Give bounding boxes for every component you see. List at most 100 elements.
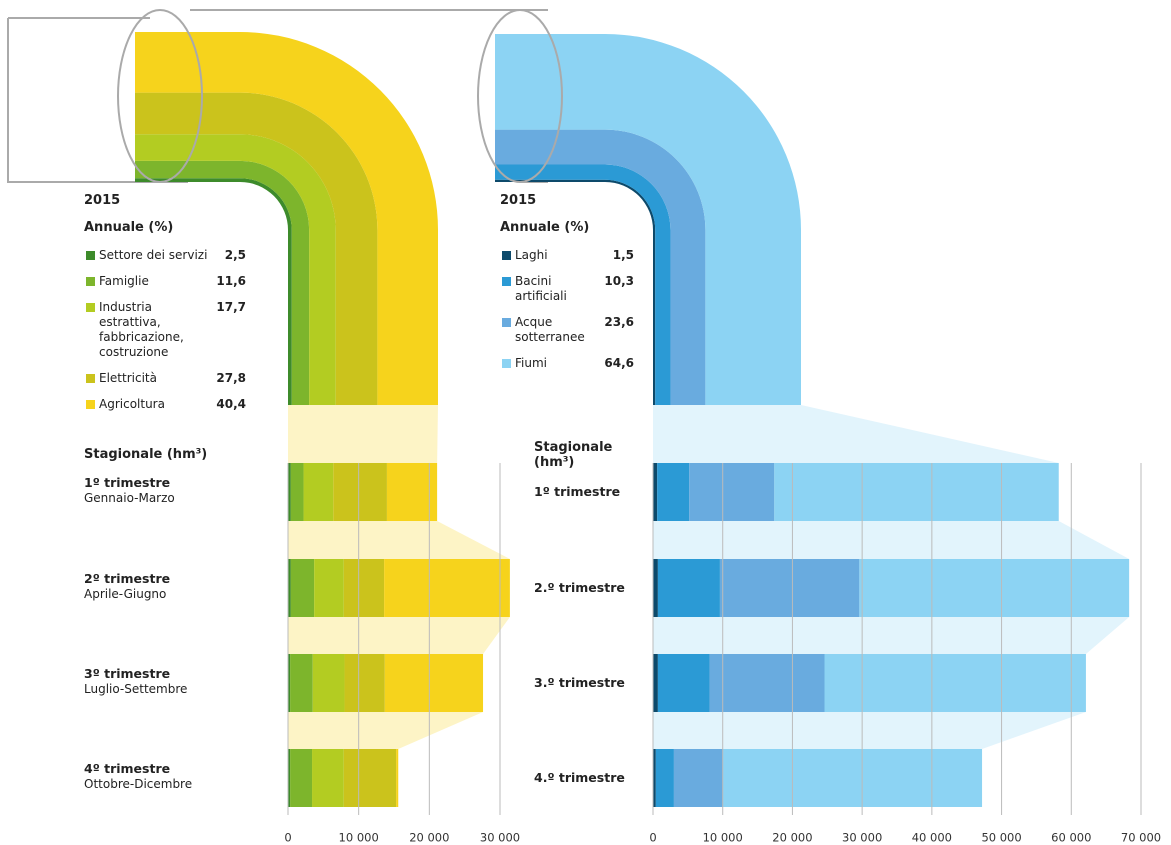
- category-label: 2º trimestre: [84, 571, 171, 586]
- bar-segment: [314, 559, 344, 617]
- category-label: 2.º trimestre: [534, 580, 625, 595]
- x-tick-label: 30 000: [842, 831, 882, 845]
- bar-segment: [384, 559, 510, 617]
- pipe-stripe: [135, 32, 438, 405]
- bar-segment: [657, 654, 710, 712]
- bar-segment: [709, 654, 825, 712]
- legend-value: 11,6: [216, 274, 246, 288]
- category-sublabel: Aprile-Giugno: [84, 587, 167, 601]
- legend-value: 17,7: [216, 300, 246, 314]
- category-label: 4º trimestre: [84, 761, 171, 776]
- x-tick-label: 0: [284, 831, 291, 845]
- bar-segment: [288, 654, 291, 712]
- legend-label: Famiglie: [99, 274, 149, 288]
- legend-value: 64,6: [604, 356, 634, 370]
- legend-label: Laghi: [515, 248, 548, 262]
- pipe-opening: [117, 9, 203, 183]
- pipe-stripe: [495, 129, 706, 405]
- legend-value: 40,4: [216, 397, 246, 411]
- bar-segment: [288, 463, 291, 521]
- bar-segment: [719, 559, 860, 617]
- category-sublabel: Ottobre-Dicembre: [84, 777, 193, 791]
- legend: Settore dei servizi 2,5 Famiglie 11,6 Indust…: [86, 248, 246, 423]
- legend-label: Elettricità: [99, 371, 157, 385]
- category-label: 4.º trimestre: [534, 770, 625, 785]
- legend-item: Agricoltura 40,4: [86, 397, 246, 412]
- bar-segment: [312, 749, 344, 807]
- legend-value: 1,5: [612, 248, 634, 262]
- legend-label: Agricoltura: [99, 397, 165, 411]
- bar-segment: [653, 463, 658, 521]
- legend-item: Industria estrattiva, fabbricazione, cos…: [86, 300, 246, 360]
- bar-segment: [344, 654, 385, 712]
- legend-value: 27,8: [216, 371, 246, 385]
- category-label: 3.º trimestre: [534, 675, 625, 690]
- connector: [288, 712, 484, 749]
- pipe-stripe: [495, 34, 801, 405]
- bar-segment: [290, 463, 304, 521]
- bar-segment: [288, 749, 291, 807]
- bar-segment: [774, 463, 1059, 521]
- legend-value: 2,5: [224, 248, 246, 262]
- seasonal-title: Stagionale (hm³): [534, 440, 613, 470]
- category-sublabel: Luglio-Settembre: [84, 682, 188, 696]
- bar-segment: [653, 749, 656, 807]
- legend-item: Laghi 1,5: [502, 248, 634, 263]
- legend-label: Acque sotterranee: [515, 315, 585, 344]
- bar-segment: [333, 463, 387, 521]
- x-tick-label: 10 000: [339, 831, 379, 845]
- connector: [288, 405, 438, 463]
- legend-swatch: [86, 251, 95, 260]
- legend-value: 10,3: [604, 274, 634, 288]
- legend-swatch: [86, 303, 95, 312]
- bar-segment: [290, 749, 313, 807]
- connector: [653, 521, 1130, 559]
- x-tick-label: 0: [649, 831, 656, 845]
- bar-segment: [396, 749, 399, 807]
- pipe-stripe: [135, 160, 310, 405]
- tube-outline: [7, 9, 548, 183]
- x-tick-label: 30 000: [480, 831, 520, 845]
- bar-segment: [722, 749, 983, 807]
- category-label: 1º trimestre: [534, 484, 621, 499]
- legend-swatch: [86, 374, 95, 383]
- legend-swatch: [502, 251, 511, 260]
- x-tick-label: 50 000: [981, 831, 1021, 845]
- bar-segment: [657, 463, 690, 521]
- legend-item: Settore dei servizi 2,5: [86, 248, 246, 263]
- x-tick-label: 10 000: [703, 831, 743, 845]
- bar-segment: [655, 749, 674, 807]
- legend-value: 23,6: [604, 315, 634, 329]
- bar-segment: [653, 654, 658, 712]
- pipe-stripe: [135, 92, 378, 405]
- connector: [653, 712, 1086, 749]
- year: 2015: [84, 193, 121, 208]
- x-tick-label: 20 000: [409, 831, 449, 845]
- bar-segment: [689, 463, 775, 521]
- x-tick-label: 60 000: [1051, 831, 1091, 845]
- connector: [653, 617, 1130, 654]
- legend-swatch: [86, 400, 95, 409]
- bar-segment: [653, 559, 658, 617]
- bar-segment: [824, 654, 1086, 712]
- connector: [288, 617, 510, 654]
- x-tick-label: 20 000: [772, 831, 812, 845]
- legend: Laghi 1,5 Bacini artificiali 10,3 Acque sott…: [502, 248, 634, 382]
- annual-title: Annuale (%): [84, 220, 174, 235]
- bar-segment: [859, 559, 1130, 617]
- pipe-opening: [477, 9, 563, 183]
- bar-segment: [290, 559, 315, 617]
- pipe-stripe: [495, 164, 671, 405]
- category-label: 1º trimestre: [84, 475, 171, 490]
- bar-segment: [303, 463, 334, 521]
- bar-segment: [657, 559, 720, 617]
- legend-swatch: [502, 318, 511, 327]
- annual-title: Annuale (%): [500, 220, 590, 235]
- bar-segment: [312, 654, 345, 712]
- legend-swatch: [86, 277, 95, 286]
- bar-segment: [290, 654, 313, 712]
- legend-item: Elettricità 27,8: [86, 371, 246, 386]
- legend-item: Bacini artificiali 10,3: [502, 274, 634, 304]
